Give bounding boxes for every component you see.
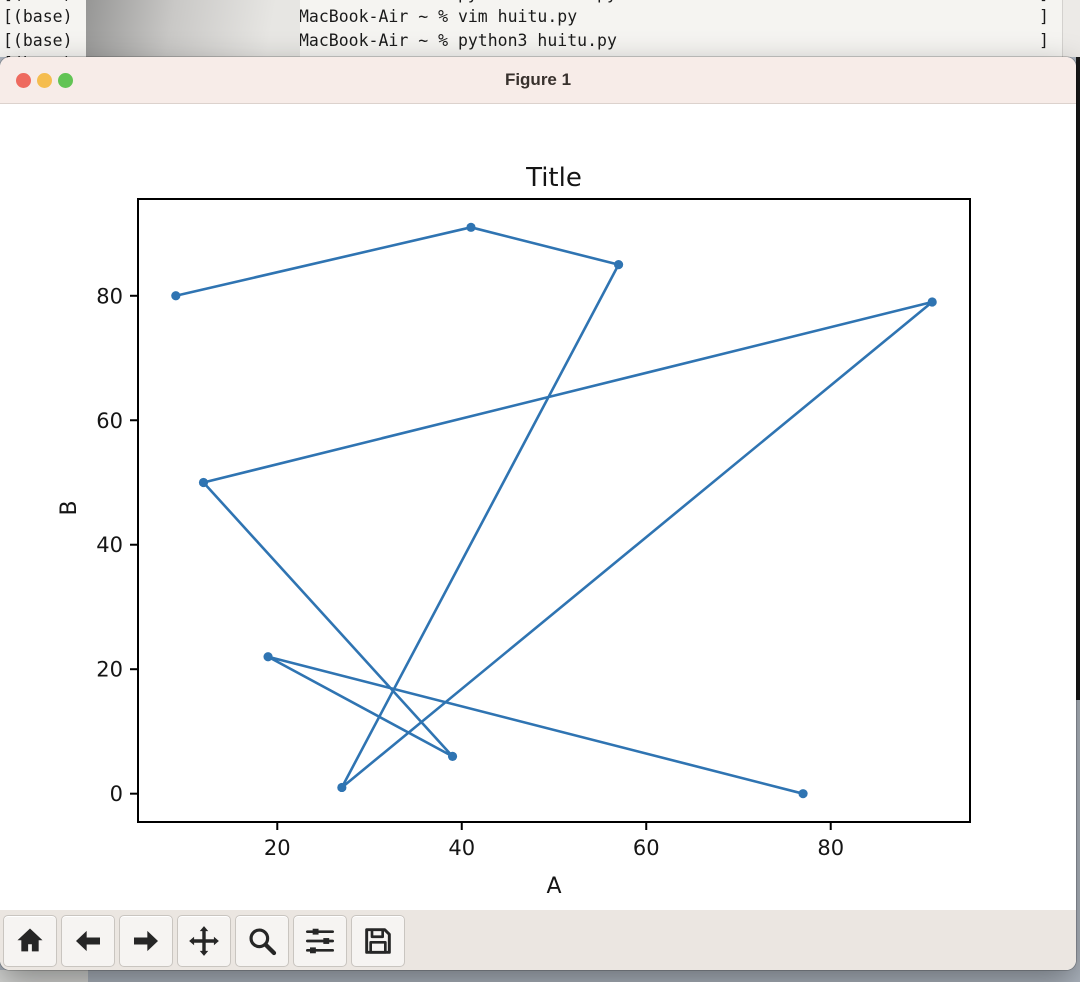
- desktop-strip-left: [0, 970, 88, 982]
- window-titlebar[interactable]: Figure 1: [0, 57, 1076, 104]
- y-tick-label: 60: [96, 409, 123, 433]
- x-tick-label: 40: [448, 836, 475, 860]
- magnifier-icon: [249, 928, 277, 956]
- pan-move-icon: [189, 926, 219, 956]
- home-icon: [17, 928, 43, 952]
- home-button[interactable]: [3, 915, 57, 967]
- data-series: [171, 222, 937, 799]
- terminal-prompt: [(base): [3, 31, 73, 50]
- terminal-bracket: ]: [1039, 31, 1049, 50]
- terminal-prompt: [(base): [3, 7, 73, 26]
- y-tick-label: 0: [110, 782, 123, 806]
- toolbar-buttons: [3, 915, 405, 967]
- y-axis-label: B: [57, 500, 82, 515]
- window-title: Figure 1: [504, 70, 572, 89]
- plot-title: Title: [525, 163, 582, 193]
- x-tick-label: 60: [633, 836, 660, 860]
- configure-subplots-button[interactable]: [293, 915, 347, 967]
- navigation-toolbar: 量子位: [0, 910, 1076, 970]
- terminal-window: [(base) MacBook-Air ~ % python3 huitu.py…: [0, 0, 1080, 73]
- axis-ticks: 20 40 60 80 0 20 40 60 80: [96, 284, 844, 860]
- close-button[interactable]: [16, 73, 31, 88]
- y-tick-label: 20: [96, 658, 123, 682]
- terminal-bracket: ]: [1039, 7, 1049, 26]
- axes-box: [137, 198, 971, 823]
- figure-window: Figure 1 Title A B 20 40 60 80 0 20 40 60 80: [0, 57, 1076, 970]
- data-point: [198, 477, 209, 488]
- minimize-button[interactable]: [37, 73, 52, 88]
- forward-arrow-icon: [134, 930, 158, 952]
- save-floppy-icon: [365, 928, 391, 954]
- terminal-bracket: ]: [1039, 0, 1049, 3]
- x-axis-label: A: [546, 874, 561, 899]
- x-tick-label: 80: [817, 836, 844, 860]
- back-arrow-icon: [76, 930, 100, 952]
- terminal-line: [(base) MacBook-Air ~ % python3 huitu.py…: [0, 31, 1080, 55]
- y-tick-label: 80: [96, 284, 123, 308]
- desktop-strip-right: [88, 970, 1080, 982]
- data-point: [466, 222, 476, 232]
- y-tick-label: 40: [96, 533, 123, 557]
- data-point: [263, 652, 273, 662]
- terminal-line: [(base) MacBook-Air ~ % vim huitu.py ]: [0, 7, 1080, 31]
- save-button[interactable]: [351, 915, 405, 967]
- data-point: [447, 751, 458, 761]
- data-point: [613, 260, 624, 270]
- data-point: [171, 291, 181, 301]
- line-series: [174, 226, 934, 795]
- zoom-button[interactable]: [235, 915, 289, 967]
- data-point: [798, 789, 808, 799]
- forward-button[interactable]: [119, 915, 173, 967]
- background-dark-edge: [1076, 57, 1080, 700]
- censored-username-blur: [86, 0, 300, 57]
- data-point: [337, 782, 347, 793]
- terminal-prompt: [(base): [3, 0, 73, 3]
- figure-canvas[interactable]: Title A B 20 40 60 80 0 20 40 60 80: [0, 103, 1076, 910]
- data-point: [927, 297, 937, 307]
- pan-button[interactable]: [177, 915, 231, 967]
- back-button[interactable]: [61, 915, 115, 967]
- terminal-command: MacBook-Air ~ % python3 huitu.py: [299, 0, 617, 3]
- terminal-command: MacBook-Air ~ % vim huitu.py: [299, 7, 578, 26]
- terminal-line: [(base) MacBook-Air ~ % python3 huitu.py…: [0, 0, 1080, 8]
- maximize-button[interactable]: [58, 73, 73, 88]
- terminal-scrollbar[interactable]: [1062, 0, 1080, 57]
- sliders-icon: [306, 928, 334, 954]
- background-gray-edge: [1076, 700, 1080, 982]
- x-tick-label: 20: [264, 836, 291, 860]
- terminal-command: MacBook-Air ~ % python3 huitu.py: [299, 31, 617, 50]
